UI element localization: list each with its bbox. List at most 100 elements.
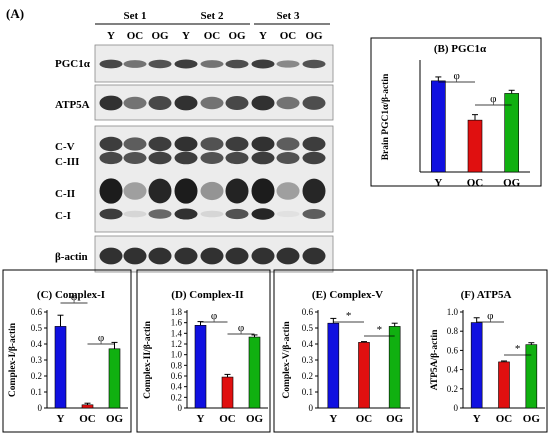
blot-band <box>148 178 172 204</box>
y-tick-label: 0.6 <box>31 307 43 317</box>
bar-og <box>525 344 538 409</box>
bar-y <box>327 322 340 409</box>
blot-band <box>251 95 275 111</box>
chart-frame <box>416 269 548 433</box>
protein-label: ATP5A <box>55 99 90 111</box>
x-tick-label: Y <box>197 413 205 425</box>
y-tick-label: 0.4 <box>302 339 314 349</box>
blot-band <box>123 60 147 68</box>
significance-marker: φ <box>453 70 459 82</box>
y-axis-label: Brain PGC1α/β-actin <box>381 73 391 160</box>
chart-complex-i: (C) Complex-I 0 0.1 0.2 0.3 0.4 0.5 0.6 Complex-… <box>2 269 132 433</box>
y-tick-label: 0 <box>454 403 459 413</box>
blot-band <box>302 151 326 165</box>
blot-band <box>276 60 300 68</box>
bar-oc <box>221 376 234 409</box>
chart-frame <box>136 269 271 433</box>
y-tick-label: 0.5 <box>302 323 314 333</box>
significance-marker: φ <box>238 322 244 334</box>
y-tick-label: 0.4 <box>171 382 183 392</box>
x-tick-label: OG <box>246 413 264 425</box>
chart-title: (B) PGC1α <box>434 43 487 55</box>
x-tick-label: Y <box>329 413 337 425</box>
blot-band <box>276 137 300 151</box>
set-label: Set 3 <box>277 10 300 22</box>
significance-marker: φ <box>487 310 493 322</box>
blot-band <box>99 59 123 69</box>
y-tick-label: 0.6 <box>447 345 459 355</box>
blot-band <box>251 208 275 220</box>
blot-band <box>251 247 275 265</box>
blot-band <box>225 136 249 152</box>
protein-label: C-II <box>55 188 75 200</box>
significance-marker: φ <box>98 332 104 344</box>
lane-label: Y <box>182 30 190 42</box>
blot-band <box>276 152 300 164</box>
blot-band <box>276 210 300 218</box>
set-label: Set 1 <box>124 10 147 22</box>
lane-label: OG <box>305 30 323 42</box>
bar-og <box>388 326 401 409</box>
blot-band <box>225 247 249 265</box>
significance-marker: * <box>515 343 521 355</box>
significance-marker: * <box>377 324 383 336</box>
blot-band <box>200 137 224 151</box>
blot-band <box>148 96 172 110</box>
y-tick-label: 0.8 <box>171 360 183 370</box>
blot-band <box>200 181 224 201</box>
y-axis-label: ATP5A/β-actin <box>430 329 440 390</box>
blot-band <box>148 59 172 69</box>
blot-band <box>123 137 147 151</box>
bar-y <box>470 322 483 409</box>
y-tick-label: 0.5 <box>31 323 43 333</box>
bar-og <box>108 348 121 409</box>
lane-label: Y <box>259 30 267 42</box>
blot-band <box>174 247 198 265</box>
blot-band <box>148 209 172 219</box>
y-tick-label: 1.4 <box>171 328 183 338</box>
y-tick-label: 0.3 <box>31 355 43 365</box>
bar-y <box>54 326 67 409</box>
blot-band <box>302 96 326 110</box>
western-blot: Set 1 Set 2 Set 3 Y OC OG Y OC OG Y OC OG PGC1α ATP5A… <box>55 10 334 273</box>
protein-label: C-I <box>55 210 71 222</box>
blot-band <box>225 59 249 69</box>
blot-band <box>99 178 123 204</box>
y-tick-label: 1.0 <box>171 350 183 360</box>
blot-band <box>251 136 275 152</box>
lane-label: OG <box>228 30 246 42</box>
bar-y <box>194 325 207 409</box>
blot-band <box>200 152 224 164</box>
blot-band <box>276 247 300 265</box>
y-tick-label: 0.2 <box>171 392 182 402</box>
figure-label: (A) <box>6 6 24 21</box>
blot-band <box>200 60 224 68</box>
chart-frame <box>370 37 542 187</box>
significance-marker: * <box>346 310 352 322</box>
y-tick-label: 0.4 <box>447 365 459 375</box>
blot-band <box>251 59 275 69</box>
blot-band <box>123 152 147 164</box>
blot-band <box>123 182 147 200</box>
blot-band <box>200 247 224 265</box>
chart-pgc1a: (B) PGC1α Brain PGC1α/β-actin Y OC OG φ φ <box>370 37 542 189</box>
blot-band <box>276 182 300 200</box>
chart-frame <box>273 269 414 433</box>
blot-band <box>174 151 198 165</box>
y-axis-label: Complex-V/β-actin <box>282 321 292 399</box>
protein-label: β-actin <box>55 251 88 263</box>
blot-band <box>174 208 198 220</box>
y-tick-label: 0.8 <box>447 326 459 336</box>
x-tick-label: OC <box>79 413 96 425</box>
significance-marker: φ <box>490 93 496 105</box>
protein-label: PGC1α <box>55 58 91 70</box>
lane-label: OG <box>151 30 169 42</box>
blot-band <box>174 95 198 111</box>
y-tick-label: 1.8 <box>171 307 183 317</box>
blot-band <box>123 247 147 265</box>
bar-oc <box>467 119 483 173</box>
y-tick-label: 0.3 <box>302 355 314 365</box>
y-tick-label: 0.4 <box>31 339 43 349</box>
blot-band <box>99 208 123 220</box>
